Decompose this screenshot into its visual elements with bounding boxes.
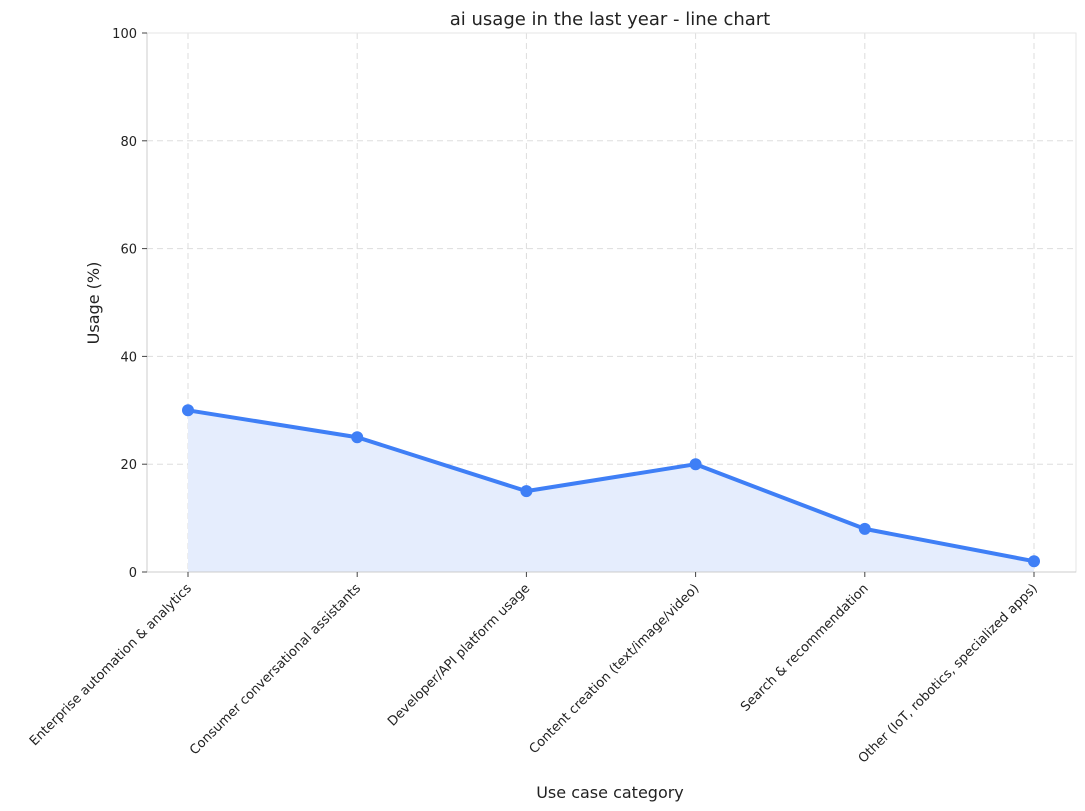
chart-title: ai usage in the last year - line chart <box>450 9 770 30</box>
data-point <box>520 485 533 498</box>
y-tick-label: 20 <box>120 458 137 473</box>
y-tick-label: 0 <box>129 566 137 581</box>
line-layer <box>186 408 1036 564</box>
series-area-fill <box>188 410 1034 572</box>
data-point <box>182 404 194 417</box>
y-axis-label: Usage (%) <box>84 262 103 345</box>
points-layer <box>182 404 1040 568</box>
data-point <box>351 431 364 444</box>
data-point <box>689 458 702 471</box>
y-tick-label: 80 <box>120 135 137 150</box>
y-tick-label: 40 <box>120 350 137 365</box>
area-layer <box>188 410 1034 572</box>
series-line <box>186 408 1036 564</box>
data-point <box>858 522 871 535</box>
y-tick-label: 100 <box>112 27 137 42</box>
x-axis-label: Use case category <box>536 783 684 802</box>
data-point <box>1028 555 1040 568</box>
y-tick-label: 60 <box>120 243 137 258</box>
axes-layer <box>146 32 1077 573</box>
